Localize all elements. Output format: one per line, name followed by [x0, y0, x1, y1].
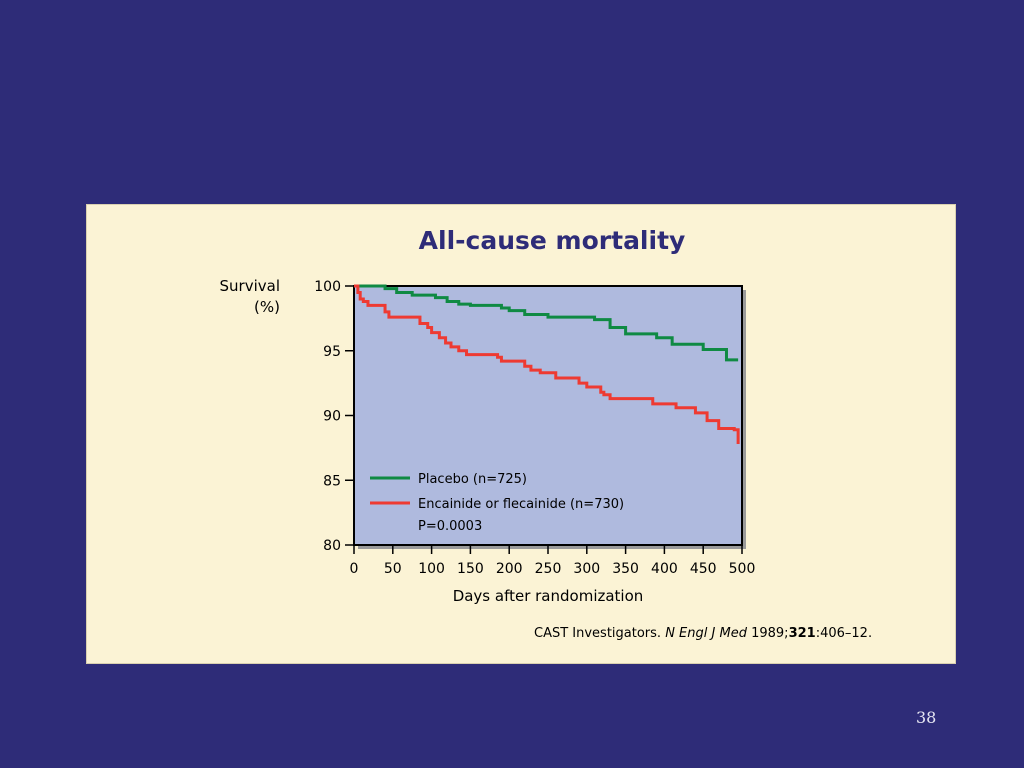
y-tick-label: 80 [323, 538, 341, 554]
x-tick-label: 400 [651, 561, 678, 577]
citation-year: 1989; [751, 626, 789, 641]
y-tick-label: 100 [314, 279, 341, 295]
x-tick-label: 350 [612, 561, 639, 577]
citation-pages: :406–12. [815, 626, 873, 641]
x-tick-label: 450 [690, 561, 717, 577]
series-line-encainide [354, 284, 740, 444]
citation-authors: CAST Investigators. [534, 626, 662, 641]
y-axis-label: Survival [220, 277, 280, 295]
chart-title: All-cause mortality [418, 226, 686, 255]
x-axis-label: Days after randomization [453, 587, 644, 605]
y-tick-label: 85 [323, 473, 341, 489]
plot-area [353, 285, 743, 546]
x-tick-label: 300 [573, 561, 600, 577]
x-tick-label: 200 [496, 561, 523, 577]
x-tick-label: 150 [457, 561, 484, 577]
x-tick-label: 50 [384, 561, 402, 577]
citation-volume: 321 [788, 626, 816, 641]
p-value-annotation: P=0.0003 [418, 519, 482, 534]
legend-label-placebo: Placebo (n=725) [418, 472, 527, 487]
legend-label-encainide: Encainide or flecainide (n=730) [418, 497, 624, 512]
citation: CAST Investigators. N Engl J Med 1989;32… [534, 626, 872, 641]
x-tick-label: 250 [535, 561, 562, 577]
x-tick-label: 500 [729, 561, 756, 577]
y-axis-label-unit: (%) [254, 298, 280, 316]
y-tick-label: 90 [323, 409, 341, 425]
x-tick-label: 100 [418, 561, 445, 577]
citation-journal: N Engl J Med [665, 626, 747, 641]
x-tick-label: 0 [350, 561, 359, 577]
y-tick-label: 95 [323, 344, 341, 360]
slide-number: 38 [916, 708, 937, 727]
series-line-placebo [354, 284, 739, 362]
